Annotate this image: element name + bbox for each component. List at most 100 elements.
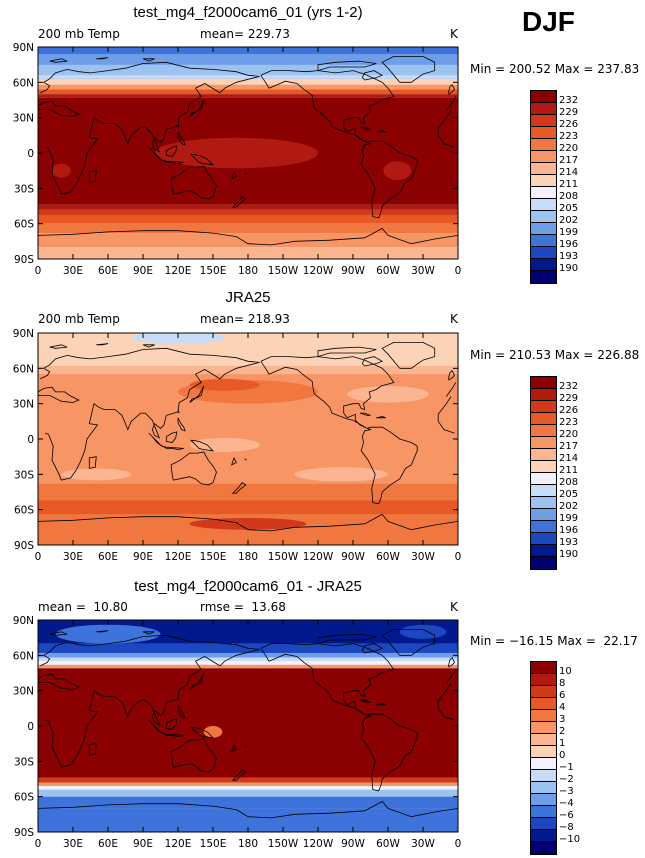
colorbar-swatch [531, 545, 556, 557]
lon-tick-label: 30E [63, 551, 83, 563]
coastline [96, 57, 109, 60]
contour-band [38, 64, 458, 77]
coastline [361, 643, 384, 654]
panel-2-colorbar [530, 376, 557, 570]
coastline [88, 456, 97, 469]
colorbar-swatch [531, 830, 556, 842]
colorbar-label: 220 [559, 429, 579, 440]
coastline [448, 657, 455, 668]
lon-tick-label: 120E [165, 265, 192, 277]
panel-3-rmse-label: rmse = 13.68 [200, 600, 286, 614]
contour-band [38, 365, 458, 375]
colorbar-swatch [531, 794, 556, 806]
coastline [231, 769, 247, 781]
lon-tick-label: 90W [341, 838, 365, 850]
colorbar-label: 196 [559, 525, 579, 536]
panel-3-title: test_mg4_f2000cam6_01 - JRA25 [134, 578, 362, 595]
contour-region [347, 386, 429, 403]
contour-region [55, 624, 161, 644]
contour-band [38, 75, 458, 79]
coastline [448, 84, 455, 95]
colorbar-label: 6 [559, 690, 566, 701]
coastline [142, 58, 155, 62]
colorbar-label: 0 [559, 750, 566, 761]
contour-region [399, 624, 447, 639]
colorbar-label: 190 [559, 263, 579, 274]
contour-band [38, 233, 458, 248]
lat-tick-label: 90S [14, 827, 34, 839]
lon-tick-label: 60W [376, 838, 400, 850]
lat-tick-label: 0 [27, 148, 34, 160]
coastline [165, 145, 178, 157]
coastline [49, 58, 68, 63]
lon-tick-label: 180 [238, 265, 258, 277]
coastline [96, 343, 109, 346]
coastline [38, 634, 457, 768]
lon-tick-label: 180 [238, 838, 258, 850]
contour-band [38, 78, 458, 85]
coastline [49, 344, 68, 349]
colorbar-swatch [531, 521, 556, 533]
coastline [170, 451, 217, 486]
contour-band [38, 54, 458, 65]
colorbar-swatch [531, 389, 556, 401]
lon-tick-label: 150E [200, 838, 227, 850]
coastline [38, 227, 458, 246]
lat-tick-label: 30S [14, 756, 34, 768]
coastline [88, 743, 97, 756]
coastline [148, 432, 184, 451]
contour-region [383, 161, 412, 181]
colorbar-label: 214 [559, 453, 579, 464]
colorbar-label: 220 [559, 143, 579, 154]
colorbar-label: 223 [559, 417, 579, 428]
contour-region [294, 467, 389, 482]
colorbar-swatch [531, 425, 556, 437]
lat-tick-label: 30S [14, 183, 34, 195]
coastline [170, 738, 217, 773]
colorbar-swatch [531, 127, 556, 139]
colorbar-label: −10 [559, 834, 581, 845]
lon-tick-label: 120E [165, 551, 192, 563]
colorbar-swatch [531, 758, 556, 770]
lat-tick-label: 30N [13, 686, 34, 698]
lat-tick-label: 90N [13, 615, 34, 627]
colorbar-label: −1 [559, 762, 574, 773]
lat-tick-label: 30S [14, 469, 34, 481]
coastline [190, 153, 215, 166]
colorbar-swatch [531, 734, 556, 746]
colorbar-swatch [531, 175, 556, 187]
coastline [376, 130, 386, 133]
contour-band [38, 204, 458, 210]
coastline [361, 356, 384, 367]
panel-3-mean-label: mean = 10.80 [38, 600, 128, 614]
lon-tick-label: 60W [376, 265, 400, 277]
coastline [231, 196, 247, 208]
colorbar-swatch [531, 782, 556, 794]
colorbar-label: 208 [559, 477, 579, 488]
colorbar-swatch [531, 163, 556, 175]
lon-tick-label: 60E [98, 265, 118, 277]
coastline [142, 344, 155, 348]
coastline [381, 629, 436, 656]
lat-tick-label: 30N [13, 113, 34, 125]
colorbar-swatch [531, 461, 556, 473]
lon-tick-label: 0 [35, 265, 42, 277]
colorbar-label: −3 [559, 786, 574, 797]
coastline [96, 630, 109, 633]
lon-tick-label: 150W [268, 551, 299, 563]
lon-tick-label: 30W [411, 551, 435, 563]
colorbar-swatch [531, 437, 556, 449]
contour-region [189, 437, 260, 452]
colorbar-label: 1 [559, 738, 566, 749]
lon-tick-label: 90W [341, 551, 365, 563]
contour-band [38, 668, 458, 778]
lon-tick-label: 150W [268, 838, 299, 850]
colorbar-swatch [531, 247, 556, 259]
colorbar-label: 196 [559, 239, 579, 250]
coastline [177, 131, 186, 146]
coastline [317, 346, 377, 357]
lon-tick-label: 60E [98, 551, 118, 563]
coastline [376, 416, 386, 419]
colorbar-swatch [531, 473, 556, 485]
